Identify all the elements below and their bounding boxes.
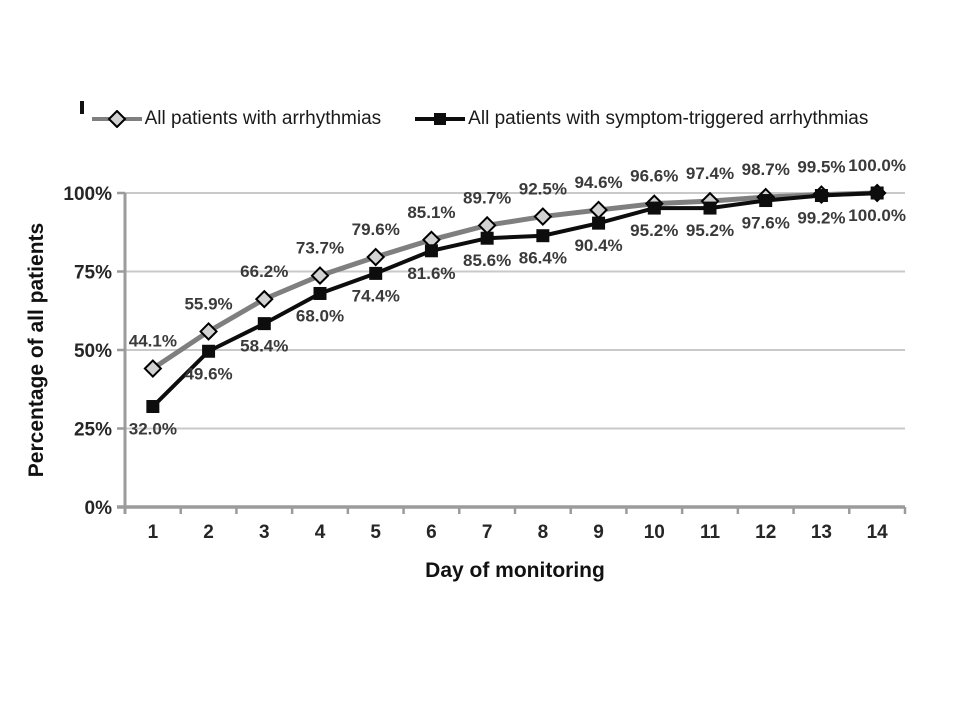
x-tick-label: 8 (538, 522, 549, 543)
data-point-marker (143, 359, 163, 378)
square-series-marker-icon (415, 113, 466, 125)
data-label: 58.4% (240, 337, 288, 356)
stray-cursor-mark (80, 101, 84, 114)
data-label: 66.2% (240, 262, 288, 281)
data-point-marker (589, 200, 608, 220)
series-line (151, 190, 878, 371)
legend-item-symptom-triggered: All patients with symptom-triggered arrh… (415, 108, 868, 130)
legend-label: All patients with symptom-triggered arrh… (468, 108, 869, 129)
data-label: 49.6% (184, 364, 232, 383)
y-tick-label: 50% (74, 341, 112, 362)
data-point-marker (146, 400, 160, 414)
data-label: 32.0% (129, 420, 177, 439)
x-tick-label: 6 (426, 522, 437, 543)
x-tick-label: 14 (867, 522, 889, 543)
data-point-marker (257, 317, 271, 331)
x-axis-title: Day of monitoring (425, 559, 605, 582)
y-tick-label: 75% (74, 263, 112, 284)
data-label: 92.5% (519, 180, 567, 199)
data-label: 90.4% (574, 236, 622, 255)
x-tick-label: 11 (700, 522, 721, 543)
data-label: 97.6% (742, 214, 790, 233)
data-label: 99.2% (797, 209, 845, 228)
y-tick-label: 100% (63, 184, 112, 205)
data-point-marker (202, 344, 216, 358)
data-point-marker (366, 247, 386, 267)
legend: All patients with arrhythmias All patien… (0, 107, 960, 131)
x-tick-label: 2 (203, 522, 214, 543)
data-label: 98.7% (742, 160, 790, 179)
data-label: 95.2% (630, 221, 678, 240)
data-label: 81.6% (407, 264, 455, 283)
data-label: 79.6% (352, 220, 400, 239)
data-point-marker (759, 194, 773, 208)
data-label: 86.4% (519, 249, 567, 268)
legend-item-all-arrhythmias: All patients with arrhythmias (91, 108, 382, 130)
x-tick-label: 3 (259, 522, 270, 543)
data-label: 73.7% (296, 239, 344, 258)
y-tick-label: 25% (74, 420, 112, 441)
data-label: 96.6% (630, 167, 678, 186)
x-tick-label: 12 (755, 522, 776, 543)
data-label: 85.6% (463, 251, 511, 270)
data-label: 100.0% (848, 156, 906, 175)
data-point-marker (592, 216, 606, 230)
data-point-marker (870, 186, 884, 200)
diamond-series-marker-icon (91, 110, 142, 128)
y-tick-label: 0% (85, 498, 113, 519)
x-tick-label: 1 (148, 522, 159, 543)
data-label: 44.1% (129, 332, 177, 351)
data-point-marker (814, 189, 828, 203)
x-tick-label: 10 (644, 522, 665, 543)
data-point-marker (254, 289, 274, 309)
data-label: 89.7% (463, 188, 511, 207)
data-point-marker (310, 266, 330, 285)
data-label: 100.0% (848, 206, 906, 225)
legend-label: All patients with arrhythmias (144, 108, 382, 129)
data-label: 68.0% (296, 306, 344, 325)
x-tick-label: 4 (315, 522, 326, 543)
data-label: 95.2% (686, 221, 734, 240)
data-point-marker (424, 244, 438, 258)
x-tick-label: 7 (482, 522, 493, 543)
data-point-marker (480, 231, 494, 245)
series-line (151, 191, 878, 408)
data-point-marker (703, 201, 717, 215)
data-point-marker (199, 322, 218, 341)
data-point-marker (313, 286, 327, 300)
data-point-marker (369, 266, 383, 280)
x-tick-label: 5 (370, 522, 381, 543)
data-point-marker (536, 229, 550, 243)
data-label: 99.5% (797, 158, 845, 177)
data-label: 85.1% (407, 203, 455, 222)
data-label: 97.4% (686, 164, 734, 183)
data-point-marker (477, 215, 497, 235)
x-tick-label: 13 (811, 522, 832, 543)
data-label: 74.4% (352, 286, 400, 305)
data-point-marker (647, 201, 661, 215)
data-point-marker (533, 207, 553, 226)
x-tick-label: 9 (593, 522, 604, 543)
data-label: 55.9% (184, 294, 232, 313)
data-label: 94.6% (574, 173, 622, 192)
